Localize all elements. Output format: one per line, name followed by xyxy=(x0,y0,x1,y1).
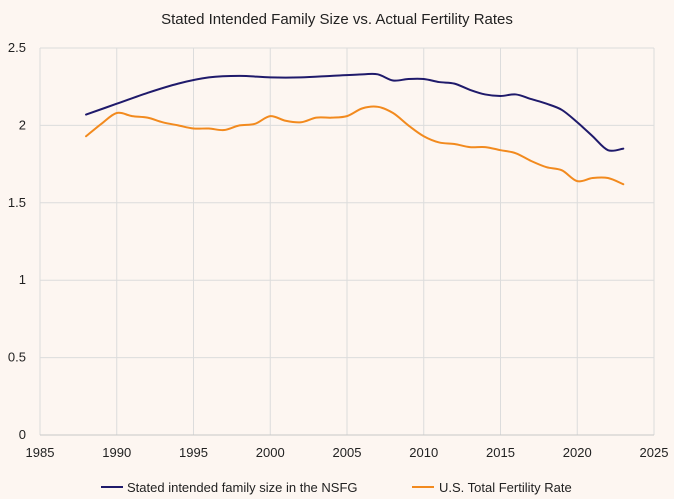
x-tick-label: 2020 xyxy=(563,445,592,460)
y-tick-label: 2.5 xyxy=(8,40,26,55)
legend-label: U.S. Total Fertility Rate xyxy=(439,480,572,495)
grid-layer xyxy=(39,47,655,436)
y-tick-label: 1 xyxy=(19,272,26,287)
x-tick-label: 1990 xyxy=(102,445,131,460)
y-tick-label: 1.5 xyxy=(8,195,26,210)
axis-layer: 0 0.5 1 1.5 2 2.5 1985 1990 1995 2000 2005 2010 2015… xyxy=(8,40,669,460)
x-tick-label: 2015 xyxy=(486,445,515,460)
x-tick-label: 2025 xyxy=(640,445,669,460)
x-tick-label: 1995 xyxy=(179,445,208,460)
series-line-1 xyxy=(85,72,625,152)
chart-title: Stated Intended Family Size vs. Actual F… xyxy=(161,11,513,28)
legend-label: Stated intended family size in the NSFG xyxy=(127,480,358,495)
y-tick-label: 2 xyxy=(19,117,26,132)
legend: Stated intended family size in the NSFG U… xyxy=(101,480,572,495)
series-line-2 xyxy=(85,105,625,186)
x-tick-label: 1985 xyxy=(26,445,55,460)
x-tick-label: 2005 xyxy=(333,445,362,460)
x-tick-label: 2010 xyxy=(409,445,438,460)
y-tick-label: 0.5 xyxy=(8,350,26,365)
series-layer xyxy=(85,72,625,186)
x-tick-label: 2000 xyxy=(256,445,285,460)
y-tick-label: 0 xyxy=(19,427,26,442)
